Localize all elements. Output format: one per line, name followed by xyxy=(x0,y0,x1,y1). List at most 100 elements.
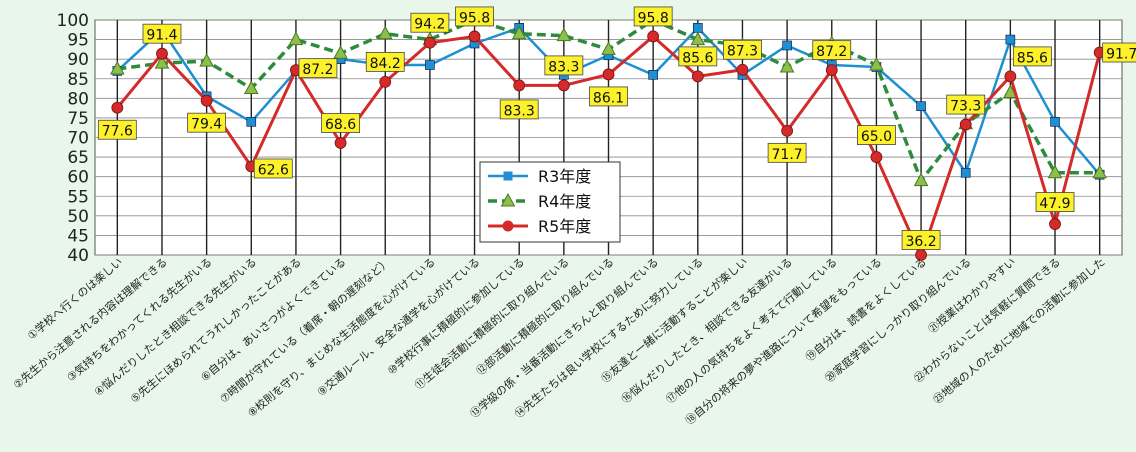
legend-label-2: R5年度 xyxy=(538,217,591,236)
legend-marker-circle xyxy=(502,220,514,232)
data-label: 94.2 xyxy=(414,17,445,33)
legend-label-0: R3年度 xyxy=(538,167,591,186)
data-label-box xyxy=(723,39,762,60)
data-point-circle xyxy=(1049,218,1061,230)
data-point-triangle xyxy=(1092,164,1108,179)
data-label: 87.2 xyxy=(302,62,333,78)
data-point-triangle xyxy=(377,25,393,40)
data-point-triangle xyxy=(154,55,170,69)
data-point-triangle xyxy=(333,45,348,59)
y-tick-label: 45 xyxy=(67,226,89,246)
data-point-circle xyxy=(111,101,124,114)
y-tick-label: 55 xyxy=(67,187,89,207)
data-point-triangle xyxy=(556,27,572,42)
data-label: 62.6 xyxy=(258,162,289,178)
data-label-box xyxy=(633,6,673,27)
data-point-triangle xyxy=(199,53,214,67)
legend-marker-square xyxy=(503,171,513,181)
y-tick-label: 70 xyxy=(67,129,89,149)
data-point-square xyxy=(246,117,257,127)
data-point-circle xyxy=(825,64,838,77)
data-point-square xyxy=(916,101,926,111)
data-label-box xyxy=(901,230,941,250)
y-tick-label: 100 xyxy=(57,11,89,31)
legend-label-1: R4年度 xyxy=(538,192,591,211)
data-label-box xyxy=(857,125,896,145)
data-label-box xyxy=(410,12,450,33)
data-label: 95.8 xyxy=(459,10,490,26)
data-label: 91.4 xyxy=(146,28,177,44)
y-tick-label: 85 xyxy=(67,70,89,90)
data-point-square xyxy=(1005,34,1016,45)
data-label: 85.6 xyxy=(1017,50,1048,66)
data-point-square xyxy=(1050,117,1060,127)
data-point-triangle xyxy=(869,56,884,71)
data-label: 85.6 xyxy=(682,50,713,66)
data-point-circle xyxy=(423,36,436,49)
data-point-circle xyxy=(557,79,570,92)
data-point-circle xyxy=(691,70,704,83)
data-point-circle xyxy=(959,118,972,131)
data-label-box xyxy=(97,119,137,140)
data-point-circle xyxy=(513,79,526,92)
y-tick-label: 80 xyxy=(67,89,89,109)
data-point-circle xyxy=(334,137,347,149)
data-label-box xyxy=(253,158,293,179)
data-label-box xyxy=(455,6,494,27)
data-label-box xyxy=(678,46,718,67)
data-label: 95.8 xyxy=(638,10,669,26)
data-point-square xyxy=(425,60,435,70)
data-label: 71.7 xyxy=(772,147,803,163)
data-label: 77.6 xyxy=(102,124,133,140)
data-label: 36.2 xyxy=(905,234,936,250)
data-label-box xyxy=(812,40,852,61)
y-tick-label: 60 xyxy=(67,168,89,188)
data-point-square xyxy=(693,23,703,33)
data-label-box xyxy=(187,112,227,133)
data-label-box xyxy=(365,51,405,72)
data-point-triangle xyxy=(913,172,929,187)
data-label-box xyxy=(1102,42,1136,63)
y-tick-label: 90 xyxy=(67,50,89,70)
data-label-box xyxy=(544,55,584,76)
data-point-circle xyxy=(156,47,168,60)
data-label: 47.9 xyxy=(1039,196,1070,212)
data-point-triangle xyxy=(690,31,706,46)
data-label-box xyxy=(1012,46,1052,67)
data-label-box xyxy=(946,94,986,115)
y-tick-label: 50 xyxy=(67,207,89,227)
data-point-circle xyxy=(200,94,213,107)
y-tick-label: 75 xyxy=(67,109,89,129)
data-point-circle xyxy=(602,68,615,81)
data-point-circle xyxy=(647,30,660,43)
data-label: 84.2 xyxy=(370,56,401,72)
y-tick-label: 95 xyxy=(67,31,89,51)
data-point-square xyxy=(960,167,971,178)
y-tick-label: 65 xyxy=(67,148,89,168)
data-label: 91.7 xyxy=(1106,47,1136,63)
data-label-box xyxy=(321,113,360,133)
data-point-circle xyxy=(379,75,392,88)
legend-marker-triangle xyxy=(500,192,516,207)
data-label-box xyxy=(767,142,807,163)
data-point-circle xyxy=(736,63,749,76)
data-label: 83.3 xyxy=(504,103,535,119)
data-point-circle xyxy=(870,151,883,163)
data-point-square xyxy=(782,40,792,51)
data-label-box xyxy=(499,99,539,120)
data-label-box xyxy=(589,86,628,107)
data-label-box xyxy=(298,58,338,79)
data-label: 87.2 xyxy=(816,44,847,60)
data-point-square xyxy=(648,70,658,80)
data-point-triangle xyxy=(779,58,795,73)
data-label-box xyxy=(142,23,182,44)
data-point-triangle xyxy=(109,60,125,75)
data-label: 68.6 xyxy=(325,117,356,133)
data-label: 73.3 xyxy=(950,99,981,115)
data-point-circle xyxy=(1004,70,1017,83)
data-point-triangle xyxy=(601,41,616,55)
data-point-triangle xyxy=(243,80,259,95)
data-point-triangle xyxy=(288,31,304,46)
